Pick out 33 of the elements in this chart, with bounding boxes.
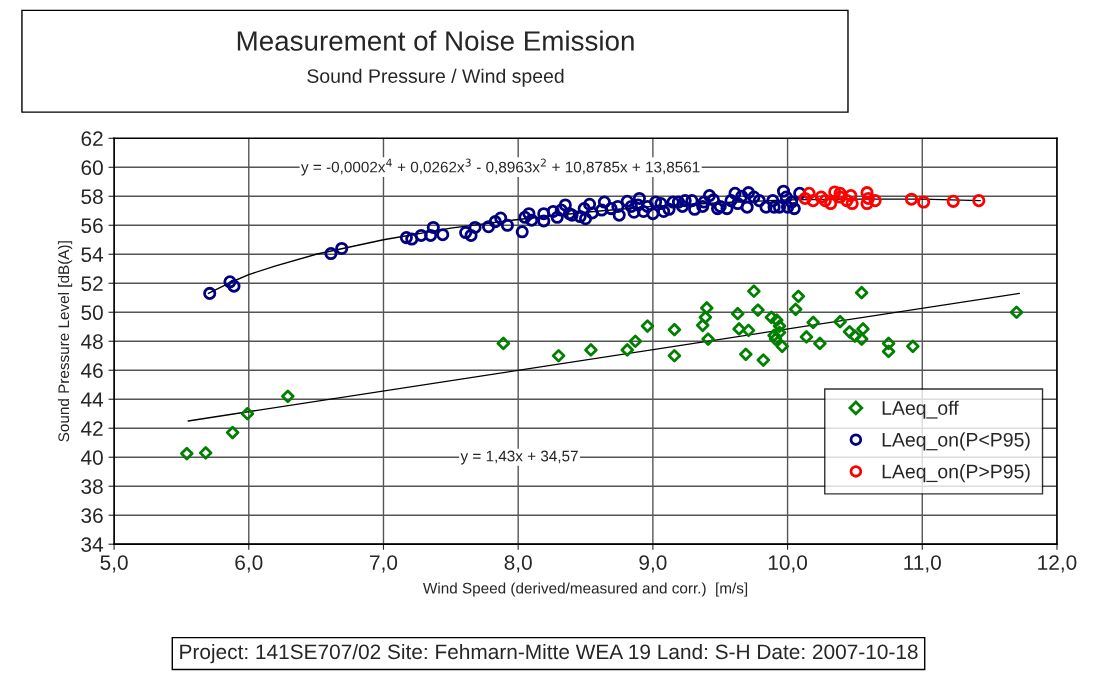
annotation: y = -0,0002x$^{4}$ + 0,0262x$^{3}$ - 0,8963x$^{2}$ + 10,8785x + 13,8561 — [301, 158, 700, 176]
x-tick-label: 9,0 — [639, 555, 667, 573]
y-tick-label: 54 — [81, 247, 104, 263]
x-tick-label: 6,0 — [235, 555, 263, 573]
x-axis-title: Wind Speed (derived/measured and corr.) [m/s] — [422, 582, 748, 597]
y-tick-label: 44 — [80, 392, 104, 407]
y-tick-label: 48 — [80, 334, 103, 349]
y-tick-label: 36 — [81, 508, 103, 523]
legend-label: LAeq_on(P>P95) — [882, 464, 1030, 483]
x-tick-label: 11,0 — [904, 555, 941, 573]
y-tick-label: 60 — [81, 160, 103, 176]
x-tick-label: 12,0 — [1038, 555, 1077, 573]
y-tick-label: 34 — [81, 537, 104, 552]
y-tick-label: 58 — [81, 189, 103, 205]
y-tick-label: 40 — [80, 450, 103, 465]
x-tick-label: 8,0 — [504, 555, 532, 573]
chart-title: Measurement of Noise Emission — [237, 30, 634, 51]
legend-label: LAeq_on(P<P95) — [882, 432, 1030, 451]
y-tick-label: 46 — [80, 363, 103, 378]
chart-subtitle: Sound Pressure / Wind speed — [307, 68, 564, 87]
x-tick-label: 5,0 — [100, 555, 128, 573]
y-tick-label: 62 — [81, 131, 103, 147]
y-tick-label: 38 — [81, 479, 103, 494]
y-tick-label: 52 — [81, 276, 103, 292]
y-tick-label: 42 — [80, 421, 103, 436]
text: Project: 141SE707/02 Site: Fehmarn-Mitte WEA 19 Land: S-H Date: 2007-10-18 — [180, 643, 918, 664]
x-tick-label: 10,0 — [768, 555, 808, 573]
y-tick-label: 50 — [81, 305, 103, 321]
x-tick-label: 7,0 — [370, 555, 398, 573]
y-axis-title: Sound Pressure Level [dB(A)] — [57, 241, 73, 442]
y-tick-label: 56 — [81, 218, 103, 234]
legend-label: LAeq_off — [882, 400, 959, 419]
annotation: y = 1,43x + 34,57 — [460, 450, 578, 465]
